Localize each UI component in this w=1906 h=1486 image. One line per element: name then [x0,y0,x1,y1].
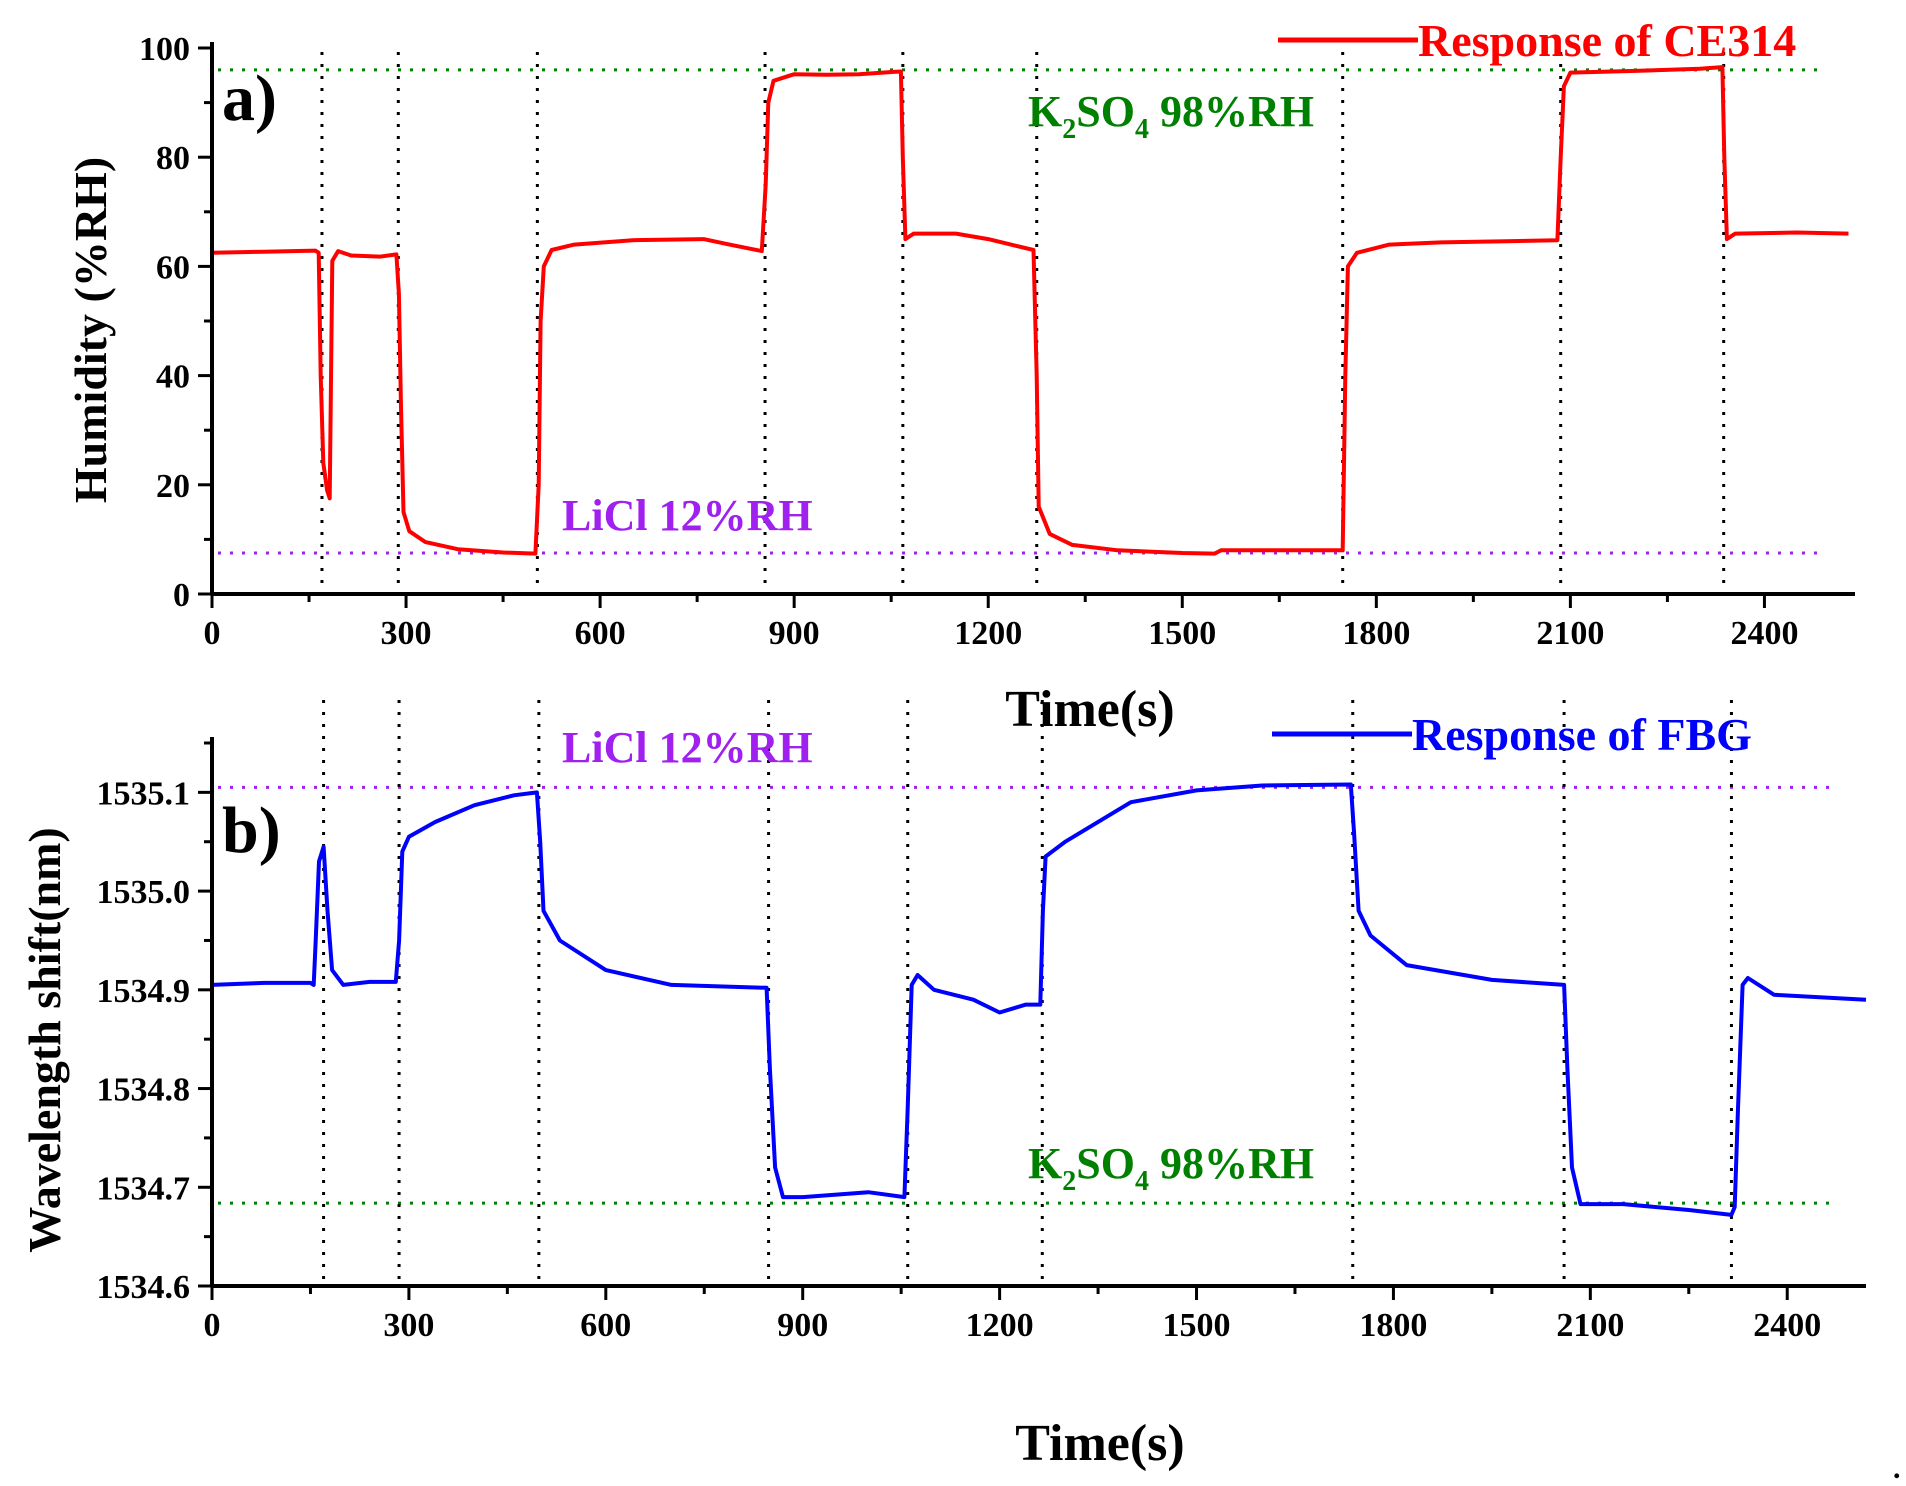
x-tick-label: 600 [575,615,626,652]
y-tick-label: 1534.6 [97,1269,191,1306]
x-axis-title: Time(s) [1015,1415,1184,1472]
x-tick-label: 1500 [1148,615,1216,652]
x-tick-label: 900 [777,1307,828,1344]
y-axis-title: Wavelength shift(nm) [19,827,70,1253]
axes [198,42,1855,608]
x-tick-label: 900 [769,615,820,652]
legend-label: Response of FBG [1412,709,1752,760]
reference-lines [218,68,1825,555]
y-tick-label: 20 [156,468,190,505]
x-tick-label: 600 [580,1307,631,1344]
annotation-licl: LiCl 12%RH [562,491,813,540]
series-layer [211,65,1849,556]
panel-label: a) [222,62,277,135]
event-lines [322,700,1733,1286]
x-tick-label: 0 [204,1307,221,1344]
x-tick-label: 1500 [1163,1307,1231,1344]
y-tick-label: 60 [156,249,190,286]
tick-labels: 0 300 600 900 1200 1500 1800 2100 2400 0 20 40 60 80 1… [139,31,1798,652]
x-tick-label: 1800 [1342,615,1410,652]
x-tick-label: 2100 [1556,1307,1624,1344]
y-tick-label: 40 [156,359,190,396]
x-tick-label: 2400 [1753,1307,1821,1344]
x-tick-label: 300 [383,1307,434,1344]
panel-label: b) [222,794,281,867]
x-tick-label: 1200 [954,615,1022,652]
annotation-licl: LiCl 12%RH [562,723,813,772]
y-tick-label: 1534.9 [97,973,191,1010]
axes [198,737,1866,1300]
x-tick-label: 300 [381,615,432,652]
y-tick-label: 0 [173,577,190,614]
x-axis-title: Time(s) [1005,681,1174,738]
annotation-k2so4: K2SO4 98%RH [1028,1139,1314,1197]
y-tick-label: 1534.7 [97,1170,191,1207]
legend-label: Response of CE314 [1418,15,1796,66]
reference-lines [218,785,1836,1205]
panel-b-wavelength-chart: 0 300 600 900 1200 1500 1800 2100 2400 1534.6 1534… [19,700,1867,1472]
y-tick-label: 100 [139,31,190,68]
series-line [211,65,1849,556]
x-tick-label: 1800 [1359,1307,1427,1344]
x-tick-label: 0 [204,615,221,652]
y-tick-label: 1534.8 [97,1072,191,1109]
annotation-k2so4: K2SO4 98%RH [1028,87,1314,145]
corner-mark: . [1893,1452,1901,1485]
x-tick-label: 1200 [966,1307,1034,1344]
panel-a-humidity-chart: 0 300 600 900 1200 1500 1800 2100 2400 0 20 40 60 80 1… [65,15,1855,738]
event-lines [320,52,1726,594]
x-tick-label: 2100 [1536,615,1604,652]
y-tick-label: 1535.0 [97,874,191,911]
y-tick-label: 80 [156,140,190,177]
y-tick-label: 1535.1 [97,775,191,812]
series-line [211,782,1867,1217]
y-axis-title: Humidity (%RH) [65,157,116,503]
x-tick-label: 2400 [1730,615,1798,652]
tick-labels: 0 300 600 900 1200 1500 1800 2100 2400 1534.6 1534… [97,775,1822,1344]
series-layer [211,782,1867,1217]
